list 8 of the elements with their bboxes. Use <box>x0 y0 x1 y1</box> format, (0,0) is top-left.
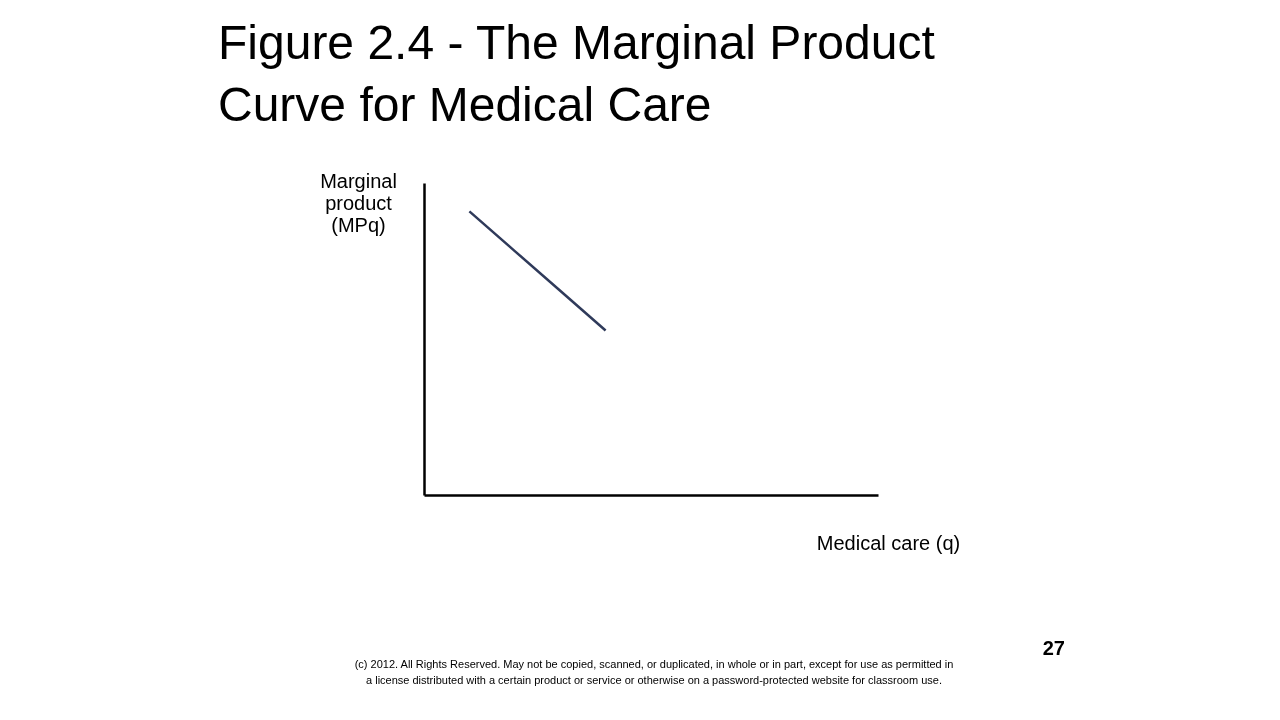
text: Marginal <box>320 169 397 192</box>
text: (MPq) <box>331 213 386 236</box>
text: Figure 2.4 - The Marginal Product <box>218 16 935 69</box>
text: Curve for Medical Care <box>218 78 712 131</box>
text: (c) 2012. All Rights Reserved. May not be copied, scanned, or duplicated, in whole or in part, except for use as permitted in a license distributed with a certain product or service or otherwise on a password-protected website for classroom use. <box>354 658 954 686</box>
text: 27 <box>1042 637 1065 659</box>
text: product <box>325 191 392 214</box>
x-axis-title: Medical care (q) <box>816 531 961 554</box>
